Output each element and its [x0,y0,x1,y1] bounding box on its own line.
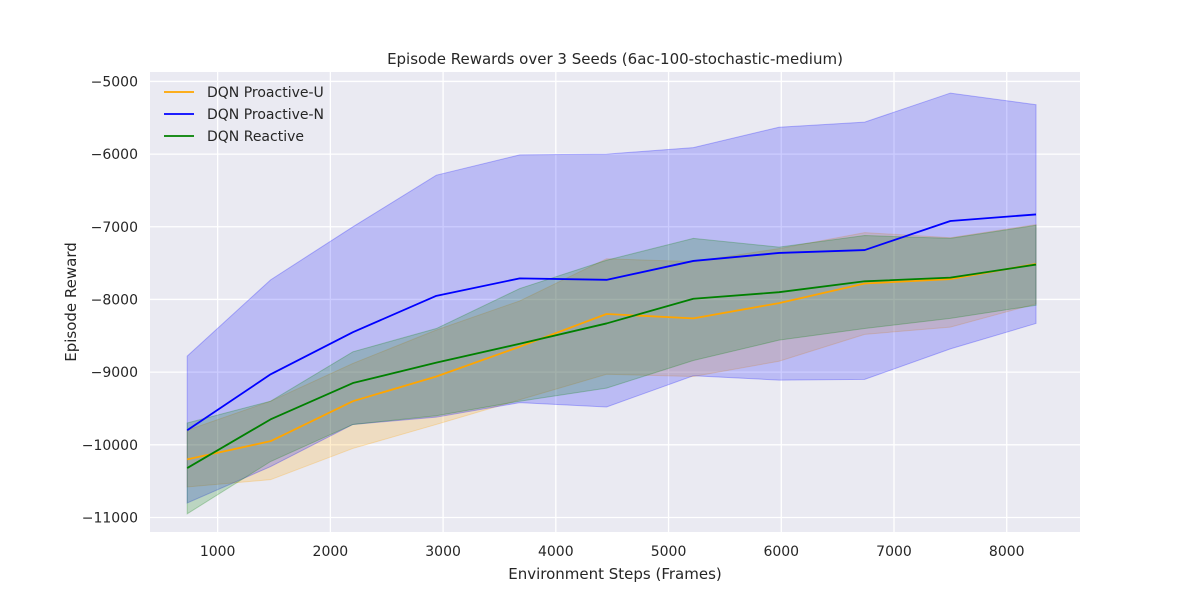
series-line [187,262,1037,461]
legend-label: DQN Reactive [207,129,304,145]
chart-title: Episode Rewards over 3 Seeds (6ac-100-st… [387,50,843,68]
y-tick-label: −8000 [91,292,138,308]
x-axis-label: Environment Steps (Frames) [508,565,722,583]
y-axis-ticks: −11000 −10000 −9000 −8000 −7000 −6000 −5000 [82,74,138,526]
x-tick-label: 6000 [763,544,799,560]
x-tick-label: 8000 [989,544,1025,560]
x-axis-ticks: 1000 2000 3000 4000 5000 6000 7000 8000 [200,544,1025,560]
y-tick-label: −10000 [82,438,138,454]
legend-label: DQN Proactive-N [207,107,324,123]
plot-area [150,72,1080,532]
y-axis-label: Episode Reward [62,242,80,362]
legend: DQN Proactive-U DQN Proactive-N DQN Reacti… [164,85,324,145]
grid-lines [150,72,1080,532]
series-lines [186,213,1037,469]
x-tick-label: 1000 [200,544,236,560]
series-line [186,213,1037,432]
series-line [186,263,1037,469]
x-tick-label: 5000 [651,544,687,560]
x-tick-label: 4000 [538,544,574,560]
y-tick-label: −7000 [91,220,138,236]
legend-label: DQN Proactive-U [207,85,324,101]
confidence-band [186,224,1037,515]
x-tick-label: 2000 [313,544,349,560]
x-tick-label: 3000 [425,544,461,560]
y-tick-label: −5000 [91,74,138,90]
y-tick-label: −9000 [91,365,138,381]
y-tick-label: −6000 [91,147,138,163]
confidence-band [186,92,1037,504]
y-tick-label: −11000 [82,510,138,526]
confidence-band [186,224,1037,488]
confidence-bands [186,92,1037,515]
x-tick-label: 7000 [876,544,912,560]
